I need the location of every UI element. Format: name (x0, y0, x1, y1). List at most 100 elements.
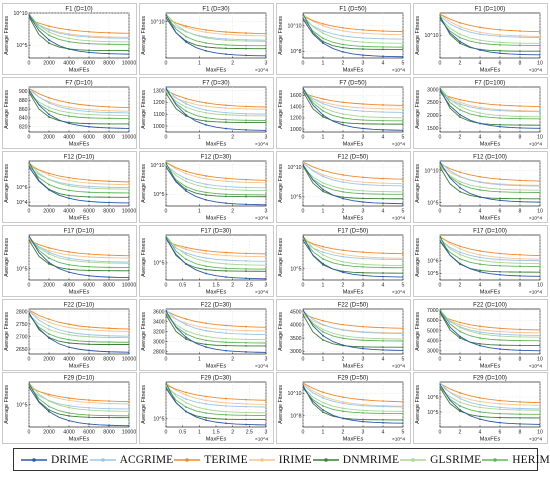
series-point-terime (128, 254, 129, 257)
chart-svg: 0 2 4 6 8 10 10^10 F1 (D=100) MaxFEs ×10^4 Average… (413, 3, 548, 75)
series-point-drime (88, 200, 90, 203)
series-point-drime (29, 386, 30, 388)
series-line-herime (29, 13, 129, 45)
series-point-drime (68, 346, 70, 349)
series-point-dnmrime (205, 268, 207, 271)
series-point-dnmrime (88, 343, 90, 346)
series-point-glsrime (245, 189, 247, 192)
series-point-glsrime (205, 260, 207, 263)
x-tick-label: 0.5 (179, 283, 186, 289)
series-line-acgrime (440, 161, 540, 187)
series-point-glsrime (362, 41, 364, 44)
series-point-drime (499, 273, 501, 276)
series-point-terime (382, 104, 384, 106)
series-point-herime (29, 164, 30, 167)
series-line-irime (29, 89, 129, 112)
series-line-irime (29, 240, 129, 259)
series-point-drime (166, 387, 167, 390)
series-point-glsrime (402, 264, 403, 267)
series-point-irime (362, 32, 364, 35)
chart-title: F22 (D=50) (338, 303, 369, 309)
series-point-acgrime (499, 109, 501, 112)
series-point-dnmrime (440, 15, 441, 17)
series-point-acgrime (88, 406, 90, 409)
series-point-dnmrime (108, 49, 110, 52)
series-point-acgrime (459, 103, 461, 106)
y-tick-label: 2000 (427, 113, 439, 119)
x-tick-label: 4000 (63, 61, 75, 67)
x-tick-label: 8 (519, 430, 522, 436)
series-point-terime (322, 245, 324, 248)
series-point-terime (479, 250, 481, 252)
series-point-acgrime (402, 38, 403, 41)
series-line-terime (29, 18, 129, 34)
series-point-herime (205, 339, 207, 342)
series-point-terime (362, 398, 364, 401)
series-point-herime (539, 339, 540, 342)
series-point-irime (225, 328, 227, 331)
series-point-irime (185, 172, 187, 175)
series-line-drime (440, 90, 540, 129)
series-point-dnmrime (48, 263, 50, 265)
series-point-drime (225, 276, 227, 278)
series-point-terime (205, 102, 207, 104)
series-point-terime (362, 325, 364, 328)
series-point-terime (342, 101, 344, 104)
series-point-drime (440, 161, 441, 164)
series-point-irime (68, 399, 70, 402)
series-point-acgrime (342, 402, 344, 405)
series-point-herime (459, 405, 461, 407)
series-point-acgrime (382, 405, 384, 408)
series-point-dnmrime (519, 50, 521, 53)
y-axis-label: Average Fitness (141, 238, 147, 277)
series-point-terime (225, 104, 227, 107)
series-point-dnmrime (88, 49, 90, 52)
series-point-acgrime (539, 259, 540, 262)
legend-swatch (312, 457, 339, 462)
series-point-herime (479, 263, 481, 266)
series-line-irime (166, 16, 266, 37)
y-tick-label: 4500 (290, 309, 302, 315)
series-point-drime (166, 16, 167, 19)
series-point-herime (88, 191, 90, 194)
series-group (166, 235, 266, 280)
series-point-dnmrime (166, 162, 167, 165)
series-point-terime (479, 325, 481, 328)
series-point-terime (205, 322, 207, 325)
y-tick-label: 10^4 (16, 200, 27, 206)
series-line-drime (166, 17, 266, 57)
series-point-herime (88, 340, 90, 343)
series-point-glsrime (362, 115, 364, 118)
series-point-terime (185, 246, 187, 249)
series-point-herime (322, 330, 324, 333)
series-point-terime (185, 25, 187, 27)
series-point-terime (128, 328, 129, 330)
series-point-irime (68, 254, 70, 256)
series-point-drime (539, 127, 540, 130)
chart-svg: 0 0.5 1 1.5 2 2.5 3 10^5 F29 (D=30) MaxFEs ×10^4 Av… (139, 372, 274, 444)
series-point-drime (48, 337, 50, 339)
series-line-acgrime (166, 240, 266, 262)
series-point-dnmrime (539, 344, 540, 347)
series-point-irime (88, 401, 90, 404)
series-point-dnmrime (303, 13, 304, 15)
series-point-acgrime (342, 108, 344, 110)
series-point-terime (205, 395, 207, 398)
series-point-irime (128, 330, 129, 333)
x-axis-exponent: ×10^4 (392, 68, 405, 74)
series-point-glsrime (362, 263, 364, 266)
series-point-glsrime (459, 180, 461, 183)
series-line-irime (440, 13, 540, 37)
series-point-terime (519, 328, 521, 331)
series-point-drime (185, 263, 187, 265)
series-point-drime (265, 203, 266, 206)
series-point-terime (245, 252, 247, 255)
legend-label: DRIME (51, 453, 89, 466)
legend-swatch (21, 457, 47, 462)
series-point-dnmrime (459, 42, 461, 45)
series-line-acgrime (440, 92, 540, 113)
x-tick-label: 3 (265, 209, 268, 215)
series-point-terime (479, 175, 481, 178)
y-axis-label: Average Fitness (415, 312, 421, 351)
series-point-dnmrime (245, 270, 247, 273)
